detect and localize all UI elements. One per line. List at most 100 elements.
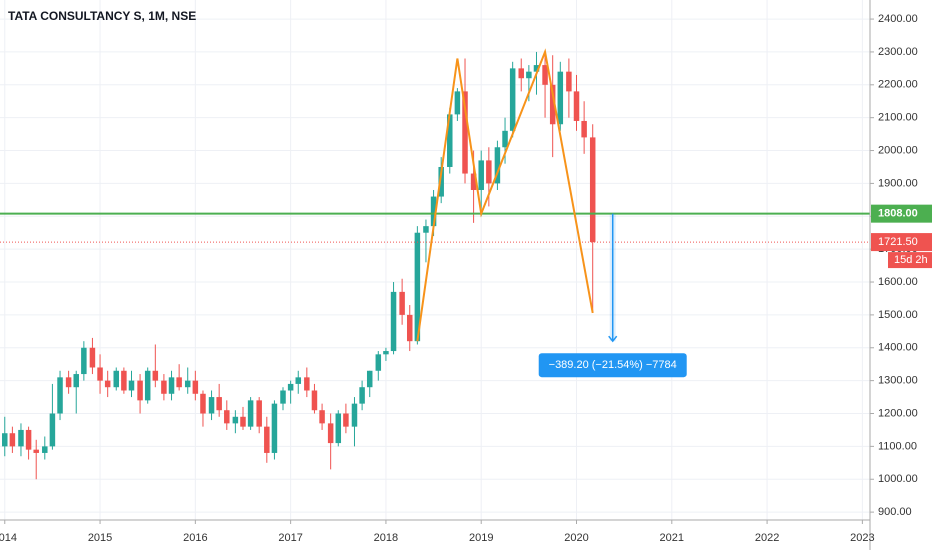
candle-body — [2, 433, 8, 447]
candle-body — [144, 370, 151, 401]
candle-body — [89, 347, 96, 368]
candle-body — [25, 429, 32, 450]
support-label-box — [871, 204, 932, 223]
candle-body — [311, 390, 318, 411]
y-tick-label: 2000.00 — [878, 144, 918, 156]
candle-body — [573, 91, 580, 121]
y-tick-label: 2200.00 — [878, 79, 918, 91]
candle-body — [518, 68, 524, 79]
x-tick-label: 2016 — [183, 532, 207, 544]
candle-body — [406, 314, 413, 342]
candle-body — [161, 380, 167, 394]
candle-body — [454, 91, 461, 115]
y-tick-label: 1600.00 — [878, 276, 918, 288]
chart-title: TATA CONSULTANCY S, 1M, NSE — [8, 9, 196, 23]
candle-body — [351, 403, 358, 427]
candle-body — [33, 449, 39, 453]
candle-body — [423, 226, 429, 233]
measure-label-box — [538, 353, 687, 378]
candle-body — [526, 71, 532, 79]
pattern-line — [416, 48, 594, 342]
candle-body — [240, 416, 246, 427]
candle-body — [97, 367, 103, 381]
candle-body — [128, 380, 135, 391]
y-tick-label: 1200.00 — [878, 407, 918, 419]
candle-body — [319, 410, 325, 424]
candle-body — [366, 370, 373, 388]
candle-body — [589, 137, 596, 243]
candle-body — [280, 390, 286, 404]
x-tick-label: 2018 — [374, 532, 398, 544]
candle-body — [256, 400, 262, 427]
candle-body — [137, 380, 143, 401]
y-tick-label: 900.00 — [878, 506, 912, 518]
candle-body — [271, 403, 278, 453]
y-tick-label: 1400.00 — [878, 342, 918, 354]
measure-arrow — [608, 335, 618, 343]
last-price-box — [871, 233, 932, 252]
last-price-label: 1721.50 — [878, 236, 918, 248]
candle-body — [168, 377, 175, 394]
y-tick-label: 1900.00 — [878, 177, 918, 189]
candle-body — [57, 377, 63, 414]
candle-body — [65, 377, 72, 388]
candle-body — [549, 84, 556, 125]
candle-body — [533, 65, 540, 72]
x-tick-label: 2020 — [564, 532, 588, 544]
candle-body — [375, 354, 382, 371]
y-tick-label: 1000.00 — [878, 473, 918, 485]
candle-body — [327, 423, 334, 444]
candle-body — [478, 160, 484, 190]
candle-body — [208, 397, 215, 414]
candle-body — [192, 380, 199, 394]
candle-body — [287, 383, 294, 391]
candle-body — [49, 413, 56, 447]
candle-body — [557, 71, 564, 125]
x-tick-label: 2021 — [660, 532, 684, 544]
candle-body — [224, 410, 230, 424]
candle-body — [414, 232, 421, 342]
candle-body — [335, 413, 342, 444]
y-tick-label: 2300.00 — [878, 46, 918, 58]
candle-body — [438, 166, 444, 197]
x-tick-label: 2014 — [0, 532, 17, 544]
y-tick-label: 2100.00 — [878, 112, 918, 124]
candle-body — [359, 387, 365, 404]
candle-body — [184, 380, 191, 388]
countdown-box — [888, 252, 932, 269]
candle-body — [509, 68, 516, 131]
candle-body — [42, 446, 48, 453]
candle-body — [81, 347, 87, 375]
candle-body — [113, 370, 120, 388]
candle-body — [176, 377, 182, 388]
candle-body — [399, 291, 405, 315]
y-tick-label: 1300.00 — [878, 375, 918, 387]
candle-body — [73, 374, 79, 388]
candle-body — [542, 65, 548, 85]
candle-body — [581, 120, 587, 138]
candle-body — [295, 377, 302, 384]
x-tick-label: 2017 — [278, 532, 302, 544]
support-label: 1808.00 — [878, 208, 918, 220]
candle-body — [232, 416, 239, 424]
x-tick-label: 2015 — [88, 532, 112, 544]
candle-body — [18, 429, 24, 447]
candle-body — [502, 130, 508, 148]
candle-body — [121, 370, 127, 391]
y-tick-label: 1500.00 — [878, 309, 918, 321]
candle-body — [9, 433, 16, 447]
candle-body — [304, 377, 310, 391]
measure-label: −389.20 (−21.54%) −7784 — [549, 359, 677, 371]
candle-body — [566, 71, 572, 92]
candle-body — [494, 147, 501, 184]
candle-body — [152, 370, 159, 381]
candle-body — [390, 291, 397, 352]
candle-body — [216, 397, 222, 411]
candle-body — [383, 351, 389, 355]
x-tick-label: 2023 — [850, 532, 874, 544]
x-tick-label: 2019 — [469, 532, 493, 544]
candle-body — [104, 380, 111, 388]
y-tick-label: 2400.00 — [878, 13, 918, 25]
